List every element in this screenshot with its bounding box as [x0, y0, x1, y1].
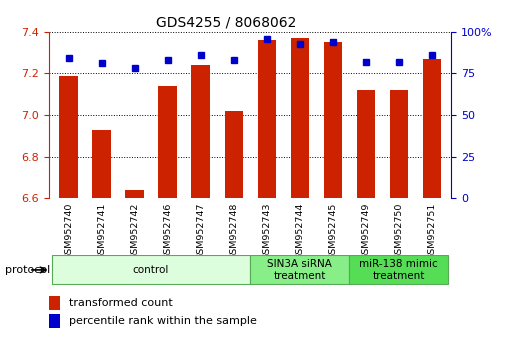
Text: GSM952746: GSM952746: [163, 202, 172, 260]
Text: GSM952749: GSM952749: [361, 202, 370, 260]
Bar: [159, 86, 176, 198]
Text: GSM952740: GSM952740: [64, 202, 73, 260]
Text: miR-138 mimic
treatment: miR-138 mimic treatment: [359, 259, 438, 281]
Bar: [60, 75, 77, 198]
Text: GSM952748: GSM952748: [229, 202, 238, 260]
Text: GSM952744: GSM952744: [295, 202, 304, 260]
Bar: [52, 256, 250, 284]
Bar: [191, 65, 210, 198]
Text: GSM952747: GSM952747: [196, 202, 205, 260]
Bar: [389, 90, 408, 198]
Bar: [49, 314, 60, 328]
Text: GDS4255 / 8068062: GDS4255 / 8068062: [155, 16, 296, 30]
Text: control: control: [133, 265, 169, 275]
Bar: [290, 38, 309, 198]
Bar: [357, 90, 374, 198]
Text: GSM952742: GSM952742: [130, 202, 139, 260]
Bar: [423, 59, 441, 198]
Text: percentile rank within the sample: percentile rank within the sample: [69, 316, 256, 326]
Text: protocol: protocol: [5, 265, 50, 275]
Bar: [225, 111, 243, 198]
Text: GSM952745: GSM952745: [328, 202, 337, 260]
Bar: [126, 190, 144, 198]
Text: GSM952750: GSM952750: [394, 202, 403, 260]
Bar: [250, 256, 349, 284]
Bar: [92, 130, 111, 198]
Bar: [349, 256, 448, 284]
Text: GSM952743: GSM952743: [262, 202, 271, 260]
Text: SIN3A siRNA
treatment: SIN3A siRNA treatment: [267, 259, 332, 281]
Text: GSM952741: GSM952741: [97, 202, 106, 260]
Bar: [49, 296, 60, 309]
Bar: [324, 42, 342, 198]
Bar: [258, 40, 275, 198]
Text: transformed count: transformed count: [69, 298, 172, 308]
Text: GSM952751: GSM952751: [427, 202, 436, 260]
